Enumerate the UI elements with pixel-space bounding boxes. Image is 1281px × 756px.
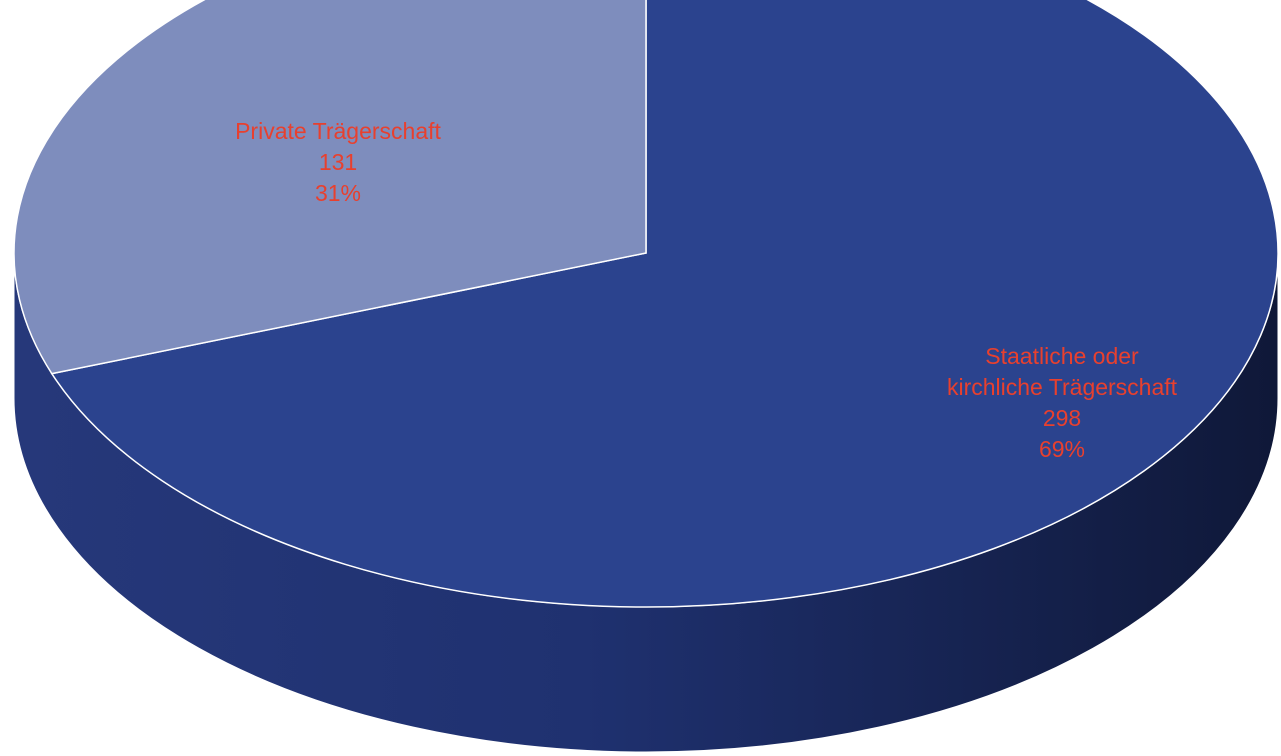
slice-label-1-value: 131 (319, 149, 357, 175)
slice-label-0-name: Staatliche oder (985, 343, 1139, 369)
slice-label-0-percent: 69% (1039, 436, 1085, 462)
slice-label-1: Private Trägerschaft 131 31% (235, 118, 441, 206)
slice-label-1-percent: 31% (315, 180, 361, 206)
pie-slice-0 (50, 0, 1279, 608)
pie-slice-1 (13, 0, 647, 375)
slice-label-1-name: Private Trägerschaft (235, 118, 441, 144)
slice-label-0: Staatliche oder kirchliche Trägerschaft 29… (947, 343, 1178, 462)
slice-label-0-name: kirchliche Trägerschaft (947, 374, 1178, 400)
slice-label-0-value: 298 (1043, 405, 1081, 431)
